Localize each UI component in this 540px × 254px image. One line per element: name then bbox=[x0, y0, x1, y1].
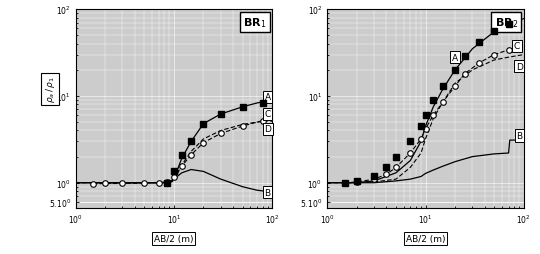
Text: C: C bbox=[265, 110, 271, 119]
Text: B: B bbox=[516, 132, 522, 140]
Text: A: A bbox=[452, 53, 458, 62]
Text: A: A bbox=[265, 93, 271, 102]
Text: $\rho_a\,/\,\rho_1$: $\rho_a\,/\,\rho_1$ bbox=[44, 76, 57, 103]
Text: C: C bbox=[514, 42, 520, 51]
Text: B: B bbox=[265, 188, 271, 197]
Text: D: D bbox=[516, 62, 523, 71]
Text: AB/2 (m): AB/2 (m) bbox=[154, 234, 194, 243]
Text: AB/2 (m): AB/2 (m) bbox=[406, 234, 446, 243]
Text: BR$_{2}$: BR$_{2}$ bbox=[495, 16, 518, 30]
Text: BR$_{1}$: BR$_{1}$ bbox=[243, 16, 266, 30]
Text: D: D bbox=[264, 125, 271, 134]
